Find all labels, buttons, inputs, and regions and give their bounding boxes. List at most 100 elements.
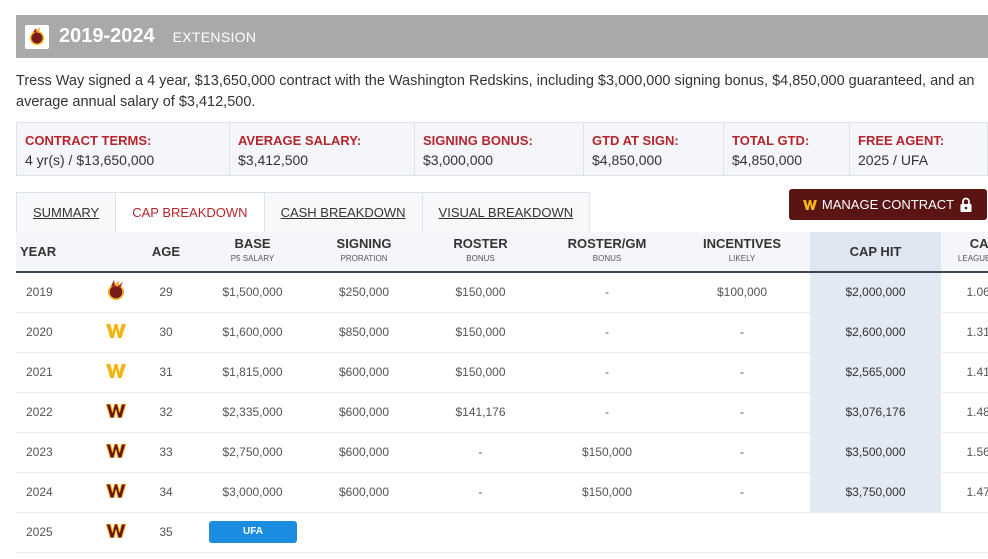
row-roster: $141,176 — [421, 392, 540, 433]
col-cap-hit[interactable]: CAP HIT — [810, 232, 941, 273]
term-signing-bonus: SIGNING BONUS: $3,000,000 — [415, 123, 584, 175]
row-rostergm: $150,000 — [540, 472, 674, 513]
contract-terms-bar: CONTRACT TERMS: 4 yr(s) / $13,650,000 AV… — [16, 122, 988, 176]
row-incentives: - — [674, 312, 810, 353]
commanders-logo-icon — [105, 403, 127, 421]
row-rostergm: $150,000 — [540, 432, 674, 473]
row-base: $2,750,000 — [198, 432, 307, 473]
row-incentives: $100,000 — [674, 272, 810, 313]
row-year: 2019 — [16, 272, 98, 313]
col-cap-pct[interactable]: CAPLEAGUE CAP — [941, 232, 988, 273]
row-cap-pct: 1.56% — [941, 432, 988, 473]
term-average-salary: AVERAGE SALARY: $3,412,500 — [230, 123, 415, 175]
row-age: 33 — [134, 432, 198, 473]
manage-contract-button[interactable]: MANAGE CONTRACT — [789, 189, 987, 220]
redskins-logo-icon — [104, 279, 128, 305]
col-year[interactable]: YEAR — [16, 232, 98, 273]
table-row: 2023 33 $2,750,000 $600,000- $150,000- $3,500… — [16, 432, 988, 473]
contract-summary: Tress Way signed a 4 year, $13,650,000 c… — [16, 73, 975, 110]
commanders-logo-icon — [105, 523, 127, 541]
tab-cap-breakdown[interactable]: CAP BREAKDOWN — [116, 193, 265, 232]
row-signing: $250,000 — [307, 272, 421, 313]
term-contract-terms: CONTRACT TERMS: 4 yr(s) / $13,650,000 — [17, 123, 230, 175]
col-base-salary[interactable]: BASE P5 SALARY — [198, 232, 307, 273]
cap-breakdown-table-wrap: YEAR AGE BASE P5 SALARY SIGNING PRORATION … — [16, 232, 988, 559]
row-cap-pct: 1.31% — [941, 312, 988, 353]
contract-years: 2019-2024 — [59, 25, 155, 47]
row-incentives: - — [674, 472, 810, 513]
manage-contract-label: MANAGE CONTRACT — [821, 197, 955, 212]
row-rostergm: - — [540, 392, 674, 433]
row-incentives: - — [674, 392, 810, 433]
col-roster-bonus[interactable]: ROSTER BONUS — [421, 232, 540, 273]
col-age[interactable]: AGE — [134, 232, 198, 273]
row-age: 30 — [134, 312, 198, 353]
commanders-logo-icon — [105, 483, 127, 501]
row-base: $1,815,000 — [198, 352, 307, 393]
row-cap-hit: $3,750,000 — [810, 472, 941, 513]
row-roster: $150,000 — [421, 352, 540, 393]
row-signing: $600,000 — [307, 472, 421, 513]
ufa-cell: UFA — [198, 512, 988, 553]
row-base: $2,335,000 — [198, 392, 307, 433]
redskins-logo-icon — [25, 24, 49, 49]
col-signing-proration[interactable]: SIGNING PRORATION — [307, 232, 421, 273]
row-age: 31 — [134, 352, 198, 393]
w-logo-icon — [802, 199, 817, 210]
row-cap-pct: 1.41% — [941, 352, 988, 393]
term-free-agent: FREE AGENT: 2025 / UFA — [858, 133, 945, 168]
row-incentives: - — [674, 352, 810, 393]
tab-visual-breakdown[interactable]: VISUAL BREAKDOWN — [438, 205, 574, 220]
row-age: 32 — [134, 392, 198, 433]
term-total-gtd: TOTAL GTD: $4,850,000 — [724, 123, 850, 175]
row-year: 2020 — [16, 312, 98, 353]
w-logo-icon — [105, 323, 127, 341]
row-base: $1,500,000 — [198, 272, 307, 313]
contract-type: EXTENSION — [172, 28, 257, 45]
row-rostergm: - — [540, 352, 674, 393]
row-signing: $600,000 — [307, 432, 421, 473]
table-row: 2021 31 $1,815,000 $600,000 $150,000- - $2,565… — [16, 352, 988, 393]
row-signing: $600,000 — [307, 352, 421, 393]
tab-cash-breakdown[interactable]: CASH BREAKDOWN — [265, 193, 423, 232]
row-year: 2024 — [16, 472, 98, 513]
table-row: 2022 32 $2,335,000 $600,000 $141,176- - $3,076… — [16, 392, 988, 433]
row-cap-hit: $2,000,000 — [810, 272, 941, 313]
col-incentives[interactable]: INCENTIVES LIKELY — [674, 232, 810, 273]
w-logo-icon — [105, 363, 127, 381]
col-logo — [98, 232, 134, 273]
row-signing: $600,000 — [307, 392, 421, 433]
row-cap-pct: 1.06% — [941, 272, 988, 313]
team-logo-cell — [98, 312, 134, 353]
commanders-logo-icon — [105, 443, 127, 461]
row-age: 29 — [134, 272, 198, 313]
table-row-ufa: 2025 35 UFA — [16, 512, 988, 553]
tab-summary[interactable]: SUMMARY — [17, 193, 117, 232]
row-year: 2025 — [16, 512, 98, 553]
row-signing: $850,000 — [307, 312, 421, 353]
lock-icon — [960, 197, 972, 212]
row-cap-pct: 1.47% — [941, 472, 988, 513]
row-roster: $150,000 — [421, 272, 540, 313]
contract-header: 2019-2024 EXTENSION — [16, 15, 988, 58]
row-age: 34 — [134, 472, 198, 513]
row-cap-hit: $2,565,000 — [810, 352, 941, 393]
row-rostergm: - — [540, 312, 674, 353]
row-year: 2023 — [16, 432, 98, 473]
table-row: 2020 30 $1,600,000 $850,000 $150,000- - $2,600… — [16, 312, 988, 353]
row-base: $3,000,000 — [198, 472, 307, 513]
row-roster: $150,000 — [421, 312, 540, 353]
team-logo-cell — [98, 352, 134, 393]
team-logo-cell — [98, 392, 134, 433]
row-age: 35 — [134, 512, 198, 553]
table-row: 2019 29 $1,500,000 $250,000 $150,000- $100,00… — [16, 272, 988, 313]
row-roster: - — [421, 432, 540, 473]
term-gtd-at-sign: GTD AT SIGN: $4,850,000 — [584, 123, 724, 175]
team-logo-cell — [98, 432, 134, 473]
row-incentives: - — [674, 432, 810, 473]
table-header-row: YEAR AGE BASE P5 SALARY SIGNING PRORATION … — [16, 232, 988, 273]
row-cap-hit: $3,500,000 — [810, 432, 941, 473]
team-logo-cell — [98, 512, 134, 553]
row-cap-hit: $2,600,000 — [810, 312, 941, 353]
col-roster-gm-bonus[interactable]: ROSTER/GM BONUS — [540, 232, 674, 273]
